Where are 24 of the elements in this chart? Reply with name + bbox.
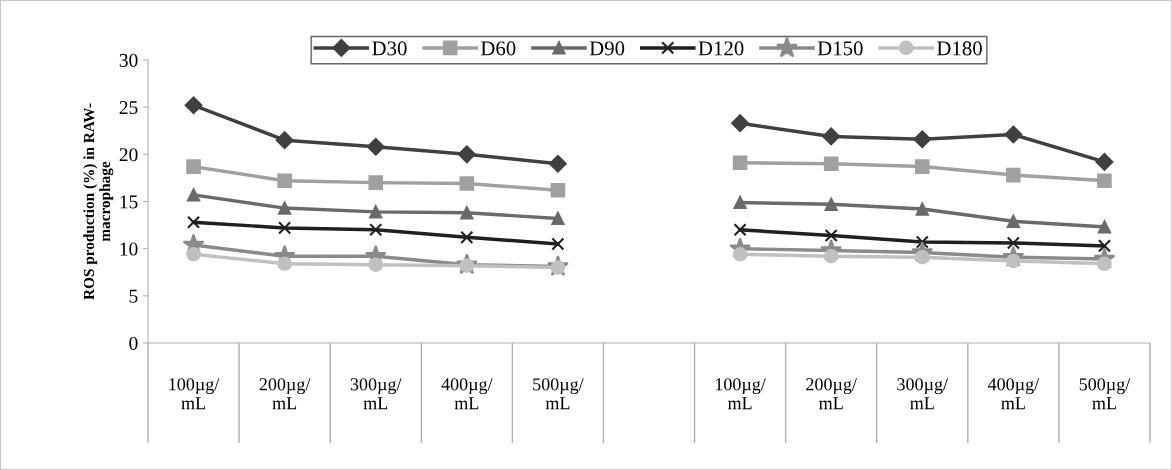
x-tick-label: 200µg/ mL <box>806 378 857 410</box>
legend-label: D180 <box>936 41 982 56</box>
x-tick-label: 300µg/ mL <box>350 378 402 410</box>
x-tick-label: 300µg/ mL <box>897 378 949 410</box>
x-tick-label: 100µg/ mL <box>169 378 220 410</box>
legend-label: D150 <box>817 41 863 56</box>
y-tick-label: 30 <box>119 53 138 67</box>
legend-label: D60 <box>480 41 516 56</box>
y-tick-label: 10 <box>120 242 138 256</box>
y-axis-title: ROS production (%) in RAW- macrophage <box>83 103 114 300</box>
legend-label: D30 <box>372 41 407 56</box>
legend-label: D120 <box>698 41 744 56</box>
legend-label: D90 <box>589 41 625 56</box>
y-tick-label: 5 <box>129 289 138 303</box>
x-tick-label: 400µg/ mL <box>987 378 1040 410</box>
x-tick-label: 200µg/ mL <box>259 378 311 410</box>
y-tick-label: 20 <box>119 148 138 162</box>
y-tick-label: 0 <box>129 336 138 350</box>
x-tick-label: 400µg/ mL <box>441 378 493 410</box>
x-tick-label: 500µg/ mL <box>1079 378 1131 410</box>
y-tick-label: 25 <box>119 101 138 115</box>
x-tick-label: 100µg/ mL <box>715 378 766 410</box>
y-tick-label: 15 <box>120 195 138 209</box>
x-tick-label: 500µg/ mL <box>533 378 584 410</box>
